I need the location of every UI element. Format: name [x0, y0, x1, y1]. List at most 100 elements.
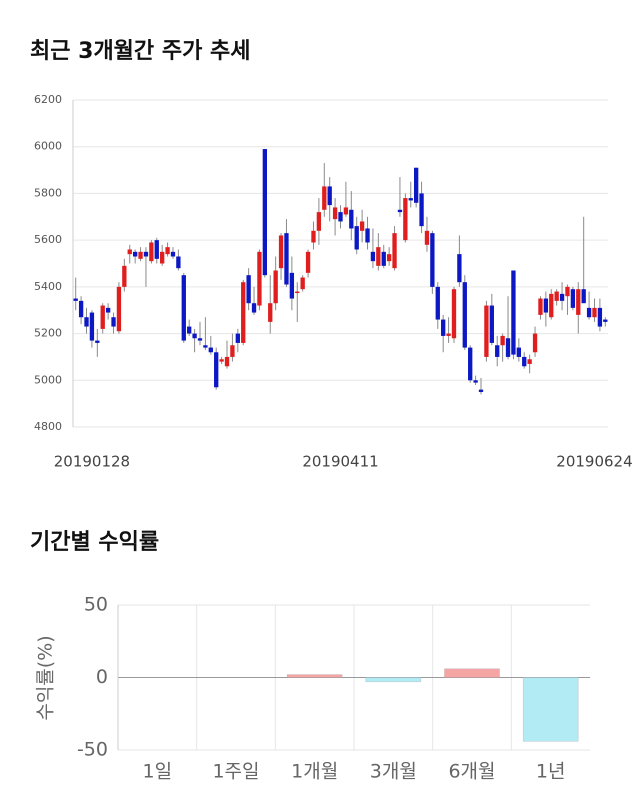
x-tick-label: 20190624	[556, 453, 632, 471]
x-tick-label: 3개월	[370, 761, 417, 783]
candle-body	[592, 307, 597, 318]
candle-body	[143, 251, 149, 257]
candle-body	[489, 305, 494, 343]
candle-body	[181, 275, 186, 341]
candle-body	[435, 286, 440, 320]
candle-body	[505, 338, 511, 357]
candle-body	[295, 291, 300, 294]
candle-body	[149, 242, 154, 262]
candle-body	[192, 333, 197, 339]
candle-body	[413, 167, 419, 203]
y-tick-label: 5200	[34, 327, 62, 340]
chart-title: 기간별 수익률	[30, 530, 159, 555]
x-tick-label: 1주일	[212, 761, 259, 783]
candle-body	[500, 335, 505, 346]
candle-body	[241, 282, 246, 343]
candle-body	[386, 254, 392, 262]
candle-body	[273, 270, 278, 304]
candle-body	[300, 277, 305, 290]
y-tick-label: 5600	[34, 233, 62, 246]
bar	[444, 668, 500, 678]
candle-body	[78, 300, 84, 318]
bar	[522, 677, 579, 742]
candle-body	[511, 270, 516, 355]
candle-body	[338, 212, 343, 222]
y-tick-label: 5000	[34, 373, 62, 386]
candle-body	[484, 305, 489, 357]
candle-body	[154, 240, 159, 259]
candle-body	[376, 247, 381, 266]
candle-body	[95, 340, 100, 343]
candle-body	[187, 326, 192, 334]
candle-body	[111, 317, 116, 327]
x-tick-label: 1개월	[291, 761, 338, 783]
candle-body	[603, 319, 608, 322]
candle-body	[365, 228, 370, 243]
x-tick-label: 6개월	[448, 761, 495, 783]
x-tick-label: 20190128	[54, 453, 130, 471]
candle-body	[430, 233, 435, 287]
y-tick-label: 0	[96, 666, 108, 688]
candle-body	[246, 275, 251, 304]
candle-body	[549, 293, 554, 318]
candle-body	[116, 286, 122, 332]
candle-body	[516, 347, 521, 357]
candle-body	[527, 359, 532, 364]
candle-body	[397, 209, 403, 213]
candle-body	[268, 303, 273, 322]
candle-body	[278, 235, 284, 269]
candle-body	[343, 207, 349, 215]
candle-body	[586, 307, 592, 318]
candle-body	[457, 254, 462, 283]
candle-body	[538, 298, 543, 315]
candle-body	[127, 249, 132, 255]
y-tick-label: 5800	[34, 186, 62, 199]
candle-body	[89, 312, 95, 341]
candle-body	[322, 186, 327, 210]
candle-body	[403, 198, 408, 241]
candle-body	[559, 293, 565, 301]
x-tick-label: 1일	[143, 761, 173, 783]
candle-body	[170, 251, 176, 257]
candle-body	[468, 347, 473, 381]
y-axis-label: 수익률(%)	[35, 635, 57, 720]
candle-body	[359, 221, 365, 231]
candle-body	[565, 286, 570, 297]
bar	[365, 677, 422, 683]
candle-body	[105, 307, 111, 313]
candle-body	[73, 298, 78, 301]
y-tick-label: 4800	[34, 420, 62, 433]
candle-body	[122, 265, 127, 287]
candle-body	[316, 212, 322, 231]
candle-body	[160, 251, 165, 264]
candle-body	[224, 356, 230, 367]
candle-body	[554, 291, 559, 301]
candle-body	[581, 289, 586, 304]
candle-body	[354, 226, 359, 250]
candle-body	[197, 338, 203, 341]
candle-body	[408, 198, 413, 201]
candle-body	[576, 289, 581, 315]
candle-body	[165, 247, 170, 255]
candle-body	[370, 251, 376, 262]
candle-body	[424, 230, 430, 245]
candle-body	[203, 345, 208, 348]
y-tick-label: 6200	[34, 93, 62, 106]
candle-body	[305, 251, 311, 273]
candle-body	[214, 352, 219, 388]
bar	[286, 674, 343, 678]
candle-body	[84, 317, 89, 327]
candle-body	[311, 230, 316, 243]
candle-body	[451, 289, 457, 339]
candle-body	[570, 289, 576, 308]
candle-body	[419, 193, 424, 227]
candle-body	[100, 305, 105, 329]
candle-body	[543, 298, 549, 313]
candle-body	[138, 251, 143, 259]
candle-body	[532, 333, 538, 353]
x-tick-label: 20190411	[302, 453, 378, 471]
y-tick-label: -50	[77, 739, 108, 761]
candle-body	[132, 251, 138, 257]
x-tick-label: 1년	[536, 761, 566, 783]
